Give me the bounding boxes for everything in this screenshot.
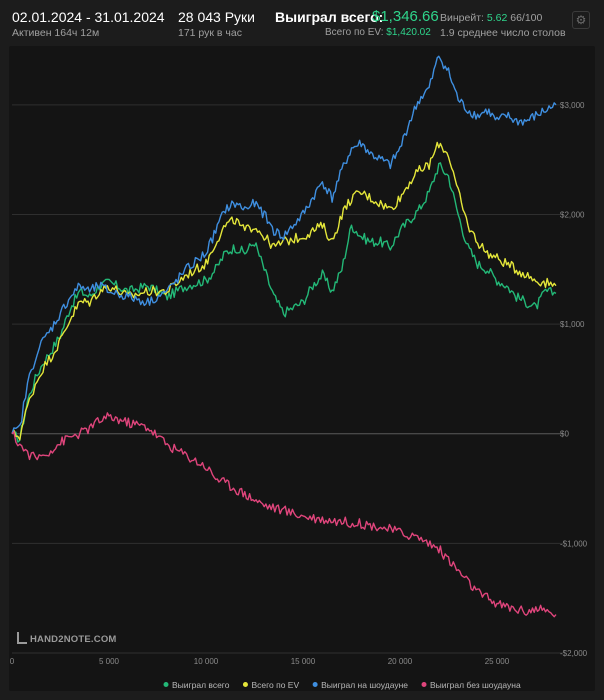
logo-text: HAND2NOTE.COM [30,634,117,645]
x-tick-label: 15 000 [291,657,316,666]
series-line [11,141,557,441]
y-tick-label: $3,000 [560,101,585,110]
y-tick-label: -$2,000 [560,649,588,658]
winrate-value: 5.62 [486,12,508,24]
legend-marker [242,682,248,687]
x-tick-label: 0 [10,657,15,666]
hands-count: 28 043 Руки [178,9,255,25]
y-tick-label: $2,000 [560,210,585,219]
hands-per-hour: 171 рук в час [178,27,242,39]
winrate-label: Винрейт: [440,12,484,24]
legend-marker [421,682,427,687]
legend-label: Всего по EV [251,680,299,690]
legend-label: Выиграл без шоудауна [430,680,521,690]
series-line [11,162,557,443]
x-tick-label: 25 000 [485,657,510,666]
gear-icon: ⚙ [575,13,587,27]
settings-button[interactable]: ⚙ [572,11,590,29]
total-won-label: Выиграл всего: [275,9,384,25]
series-line [11,55,557,434]
x-tick-label: 5 000 [99,657,120,666]
y-tick-label: $1,000 [560,320,585,329]
ev-total: Всего по EV: $1,420.02 [325,27,431,38]
winrate-suffix: 66/100 [510,12,543,24]
total-won-value: $1,346.66 [372,8,439,25]
logo-mark-icon [17,632,27,644]
legend-marker [312,682,318,687]
legend-marker [163,682,169,687]
y-tick-label: -$1,000 [560,539,588,548]
x-tick-label: 10 000 [194,657,219,666]
ev-value: $1,420.02 [386,27,431,38]
avg-tables: 1.9 среднее число столов [440,27,566,39]
y-tick-label: $0 [560,430,569,439]
series-line [11,412,557,618]
date-range[interactable]: 02.01.2024 - 31.01.2024 [12,9,165,25]
legend-label: Выиграл всего [172,680,230,690]
graph-panel [9,46,595,691]
active-time: Активен 164ч 12м [12,27,100,39]
ev-label: Всего по EV: [325,27,384,38]
winrate: Винрейт: 5.62 66/100 [440,12,542,24]
stats-header: 02.01.2024 - 31.01.2024 Активен 164ч 12м… [0,0,604,46]
legend-label: Выиграл на шоудауне [321,680,408,690]
hand2note-logo: HAND2NOTE.COM [17,632,117,646]
x-tick-label: 20 000 [388,657,413,666]
